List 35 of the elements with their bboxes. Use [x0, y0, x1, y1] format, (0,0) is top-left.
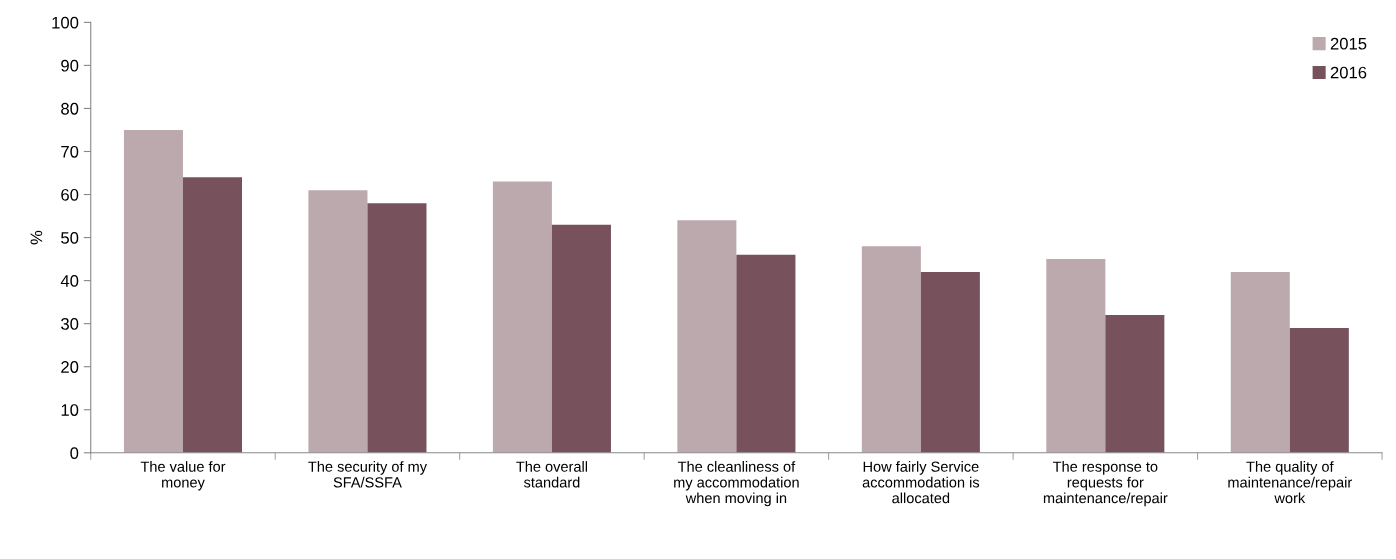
- x-tick-label: The value for money: [140, 461, 226, 491]
- bar: [182, 177, 243, 453]
- bar: [861, 246, 921, 453]
- y-tick-label: 70: [61, 145, 79, 158]
- bar: [677, 220, 737, 453]
- bar: [551, 224, 611, 453]
- y-tick-label: 0: [70, 447, 79, 459]
- legend-label: 2015: [1330, 37, 1367, 50]
- bar: [920, 272, 980, 453]
- y-tick-label: 40: [60, 275, 79, 287]
- bar: [1289, 327, 1349, 453]
- bar: [123, 129, 183, 453]
- bar: [1105, 315, 1165, 453]
- y-tick-label: 100: [52, 16, 79, 29]
- y-tick-label: 10: [61, 404, 79, 416]
- y-tick-label: 30: [61, 318, 79, 330]
- x-tick-label: The cleanliness of my accommodation when moving in: [674, 461, 799, 507]
- x-tick-label: The overall standard: [516, 461, 588, 488]
- y-tick-label: 80: [61, 102, 79, 115]
- bar: [492, 181, 552, 453]
- bar: [736, 254, 796, 453]
- x-tick-label: The quality of maintenance/repair work: [1228, 461, 1352, 504]
- x-tick-label: The security of my SFA/SSFA: [308, 461, 427, 488]
- x-tick-label: How fairly Service accommodation is allocated: [862, 461, 980, 504]
- bar: [367, 203, 427, 453]
- legend-label: 2016: [1330, 66, 1367, 79]
- y-tick-label: 50: [61, 231, 79, 244]
- x-tick-label: The response to requests for maintenance/repair: [1043, 461, 1168, 507]
- y-tick-label: 90: [61, 59, 79, 72]
- y-axis-title: %: [30, 230, 43, 245]
- y-tick-label: 60: [61, 188, 79, 201]
- bar: [308, 190, 368, 453]
- y-tick-label: 20: [61, 361, 79, 373]
- bar: [1230, 272, 1290, 453]
- bar: [1046, 259, 1106, 453]
